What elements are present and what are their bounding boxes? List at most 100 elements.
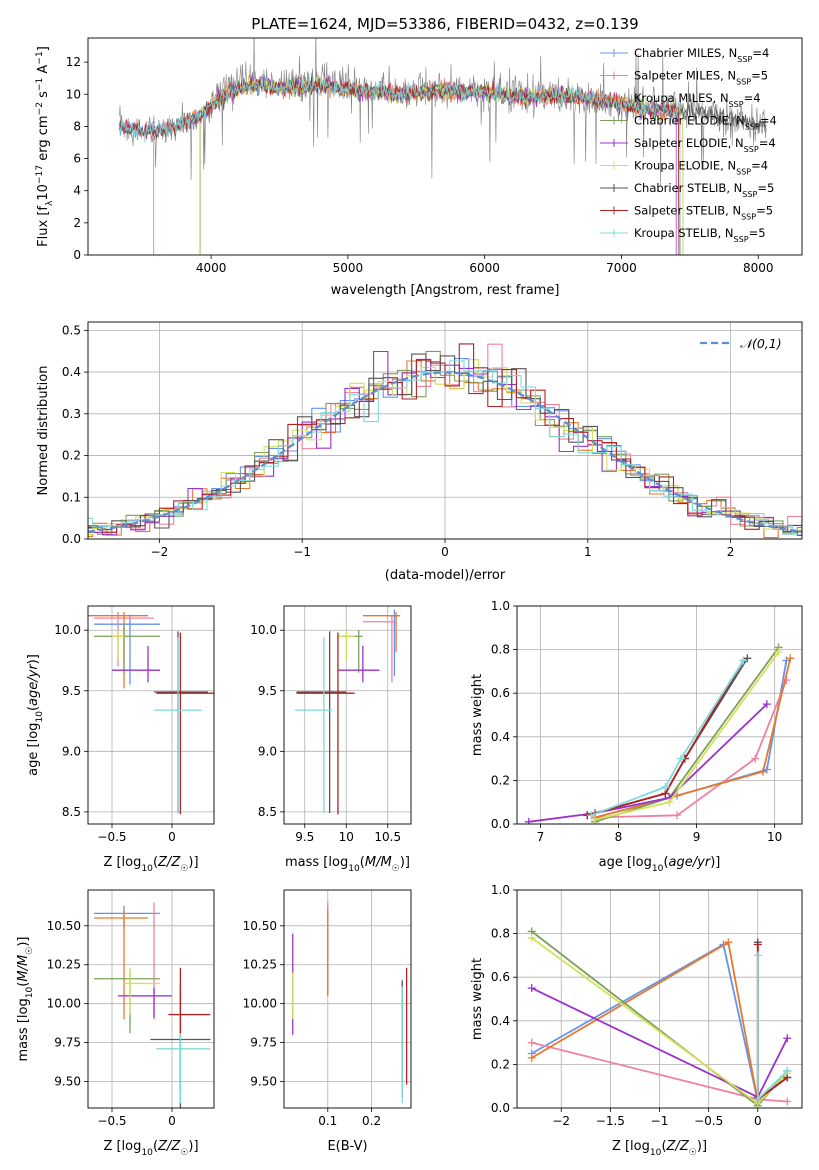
y-tick-label: 10.25	[243, 958, 277, 972]
x-tick-label: 0	[168, 830, 176, 844]
x-axis-label: Z [log10(Z/Z☉)]	[103, 855, 198, 874]
legend-entry: Kroupa MILES, NSSP=4	[634, 91, 761, 109]
weight-marker	[753, 940, 762, 949]
axes-frame	[87, 37, 803, 256]
weight-marker	[527, 984, 536, 993]
weight-line-5	[528, 703, 768, 823]
y-tick-label: 9.5	[62, 684, 81, 698]
weight-line-1	[594, 660, 788, 819]
y-tick-label: 10.0	[250, 623, 277, 637]
weight-marker	[524, 817, 533, 824]
x-tick-label: 1	[584, 545, 592, 559]
y-tick-label: 9.75	[54, 1036, 81, 1050]
y-tick-label: 4	[73, 184, 81, 198]
x-axis-label: age [log10(age/yr)]	[599, 855, 721, 874]
axes-frame	[87, 605, 215, 825]
y-tick-label: 8.5	[62, 805, 81, 819]
y-tick-label: 10.25	[47, 958, 81, 972]
legend-entry: 𝒩(0,1)	[740, 336, 782, 351]
x-axis-label: E(B-V)	[327, 1139, 367, 1154]
x-tick-label: −2	[552, 1114, 570, 1128]
plot-area	[527, 927, 792, 1108]
axes-frame	[283, 889, 412, 1109]
weight-marker	[661, 782, 670, 791]
y-tick-label: 0.4	[491, 730, 510, 744]
x-axis-label: wavelength [Angstrom, rest frame]	[331, 283, 560, 298]
weight-line-3	[594, 658, 792, 819]
y-tick-label: 9.75	[250, 1036, 277, 1050]
x-tick-label: 6000	[469, 261, 500, 275]
y-tick-label: 10.50	[47, 919, 81, 933]
x-tick-label: 8000	[743, 261, 774, 275]
y-tick-label: 0.4	[62, 365, 81, 379]
x-tick-label: 10	[767, 830, 782, 844]
plot-area	[88, 612, 214, 815]
x-tick-label: 8	[615, 830, 623, 844]
y-tick-label: 9.50	[54, 1075, 81, 1089]
y-tick-label: 10.50	[243, 919, 277, 933]
chart-weight-vs-age: 7 8 9 10 0.0 0.2 0.4 0.6 0.8 1.0 age [log10(age/yr…	[470, 599, 803, 874]
chart-mass-vs-ebv: 0.1 0.2 9.50 9.75 10.00 10.25 10.50 E(B-V)	[243, 889, 412, 1154]
x-tick-label: 7	[537, 830, 545, 844]
weight-line-4	[594, 646, 780, 823]
y-tick-label: 0.8	[491, 643, 510, 657]
weight-marker	[762, 700, 771, 709]
x-tick-label: −0.5	[97, 1114, 126, 1128]
legend-entry: Salpeter ELODIE, NSSP=4	[634, 136, 776, 154]
y-tick-label: 0.8	[491, 927, 510, 941]
y-axis-label: Normed distribution	[36, 366, 51, 496]
y-tick-label: 0.2	[491, 1057, 510, 1071]
chart-weight-vs-Z: −2 −1.5 −1 −0.5 0 0.0 0.2 0.4 0.6 0.8 1.0 Z [log10(…	[470, 883, 803, 1158]
weight-marker	[724, 938, 733, 947]
weight-marker	[527, 1053, 536, 1062]
x-tick-label: 4000	[196, 261, 227, 275]
y-axis-label: mass [log10(M/M☉)]	[16, 937, 35, 1062]
y-tick-label: 0.6	[491, 970, 510, 984]
axes-frame	[87, 889, 215, 1109]
weight-marker	[753, 1095, 762, 1104]
weight-marker	[739, 656, 748, 665]
x-tick-label: 5000	[333, 261, 364, 275]
y-tick-label: 0	[73, 248, 81, 262]
weight-line-9	[590, 660, 745, 817]
y-tick-label: 8	[73, 119, 81, 133]
weight-marker	[751, 754, 760, 763]
axes-frame	[516, 605, 803, 825]
x-tick-label: −0.5	[97, 830, 126, 844]
y-tick-label: 1.0	[491, 599, 510, 613]
legend-entry: Chabrier STELIB, NSSP=5	[634, 181, 774, 199]
x-axis-label: Z [log10(Z/Z☉)]	[103, 1139, 198, 1158]
weight-marker	[753, 951, 762, 960]
plot-area	[88, 343, 802, 539]
x-tick-label: 0	[441, 545, 449, 559]
x-tick-label: 0	[168, 1114, 176, 1128]
y-tick-label: 0.0	[491, 817, 510, 831]
weight-marker	[774, 647, 783, 656]
weight-marker	[527, 933, 536, 942]
weight-marker	[758, 767, 767, 776]
y-tick-label: 12	[66, 55, 81, 69]
weight-marker	[783, 1066, 792, 1075]
plot-area	[94, 902, 211, 1108]
x-tick-label: −1	[293, 545, 311, 559]
y-tick-label: 10.00	[243, 997, 277, 1011]
histogram-8	[88, 343, 802, 536]
figure-title: PLATE=1624, MJD=53386, FIBERID=0432, z=0…	[251, 15, 638, 33]
plot-area	[524, 643, 795, 824]
x-tick-label: 0.2	[362, 1114, 381, 1128]
y-tick-label: 0.3	[62, 407, 81, 421]
plot-area	[292, 902, 408, 1104]
weight-marker	[591, 815, 600, 824]
y-axis-label: Flux [fλ10−17 erg cm−2 s−1 A−1]	[35, 46, 55, 247]
plot-area	[294, 609, 401, 815]
weight-marker	[783, 1097, 792, 1106]
x-tick-label: −1.5	[596, 1114, 625, 1128]
x-tick-label: 0.1	[318, 1114, 337, 1128]
y-tick-label: 1.0	[491, 883, 510, 897]
chart-age-vs-Z: −0.5 0 8.5 9.0 9.5 10.0 Z [log10(Z/Z☉)] age [lo…	[26, 605, 215, 874]
y-tick-label: 9.50	[250, 1075, 277, 1089]
y-tick-label: 10.0	[54, 623, 81, 637]
legend-entry: Chabrier MILES, NSSP=4	[634, 46, 769, 64]
y-axis-label: age [log10(age/yr)]	[26, 654, 45, 776]
